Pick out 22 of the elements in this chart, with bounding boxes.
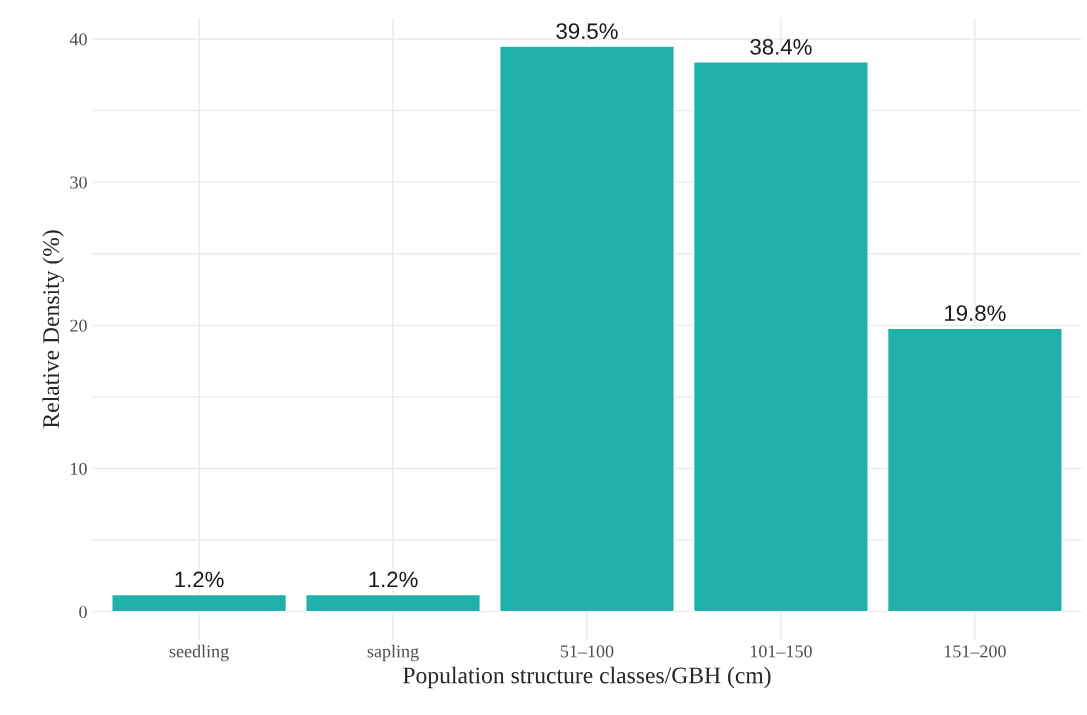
y-tick-label: 30 (70, 176, 87, 189)
y-axis-title: Relative Density (%) (42, 230, 64, 428)
data-label: 38.4% (750, 38, 812, 55)
data-label: 1.2% (369, 571, 418, 588)
bar (111, 593, 288, 613)
data-label: 39.5% (556, 23, 618, 39)
bar (886, 327, 1063, 613)
y-tick-label: 0 (79, 605, 87, 619)
x-axis-title: Population structure classes/GBH (cm) (403, 666, 771, 689)
bar (499, 45, 675, 613)
bar (305, 593, 481, 613)
x-tick-label: seedling (169, 644, 229, 662)
y-tick-label: 40 (69, 33, 87, 46)
y-tick-label: 20 (70, 319, 87, 332)
y-tick-label: 10 (71, 462, 87, 475)
bar (692, 61, 869, 613)
x-tick-label: sapling (367, 644, 419, 662)
data-label: 1.2% (175, 571, 224, 588)
x-tick-label: 101–150 (750, 645, 812, 658)
x-tick-label: 51–100 (560, 645, 614, 658)
x-tick-label: 151–200 (944, 645, 1006, 658)
data-label: 19.8% (945, 305, 1006, 322)
